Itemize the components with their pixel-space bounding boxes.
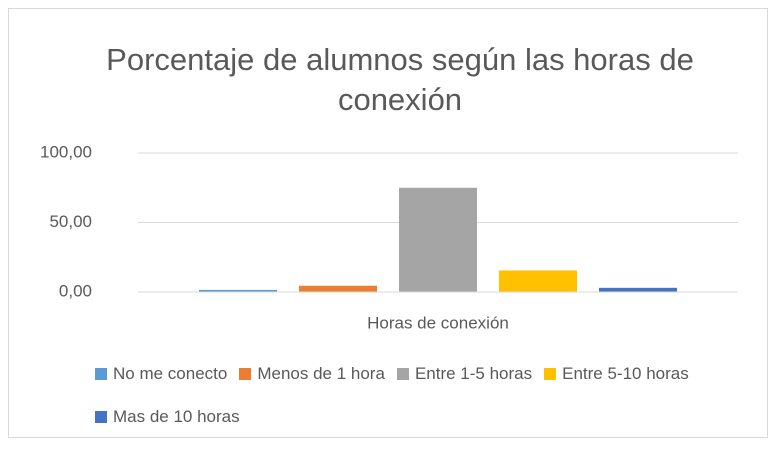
chart-title: Porcentaje de alumnos según las horas de… (106, 42, 694, 117)
legend-item: Menos de 1 hora (239, 362, 385, 386)
legend-swatch (239, 368, 252, 380)
legend-swatch (396, 368, 409, 380)
legend-label: No me conecto (113, 364, 228, 383)
bar (299, 285, 377, 292)
legend-label: Menos de 1 hora (257, 364, 385, 383)
bar (599, 287, 677, 292)
legend-item: Mas de 10 horas (95, 405, 240, 429)
x-tick-label: Horas de conexión (367, 313, 509, 332)
bar (399, 187, 477, 292)
legend-swatch (544, 368, 557, 380)
y-tick-label: 0,00 (59, 281, 92, 300)
bar (499, 270, 577, 292)
legend-item: Entre 1-5 horas (396, 362, 533, 386)
legend-label: Entre 1-5 horas (414, 364, 533, 383)
y-tick-label: 100,00 (40, 142, 92, 161)
legend-swatch (95, 368, 107, 380)
legend-swatch (95, 411, 107, 423)
bar (199, 289, 277, 292)
legend-label: Mas de 10 horas (113, 407, 240, 426)
legend-label: Entre 5-10 horas (562, 364, 689, 383)
legend: No me conecto Menos de 1 hora Entre 1-5 ho… (95, 362, 695, 429)
legend-item: Entre 5-10 horas (544, 362, 689, 386)
legend-item: No me conecto (95, 362, 227, 386)
chart-frame (8, 8, 768, 438)
y-tick-label: 50,00 (49, 212, 92, 231)
